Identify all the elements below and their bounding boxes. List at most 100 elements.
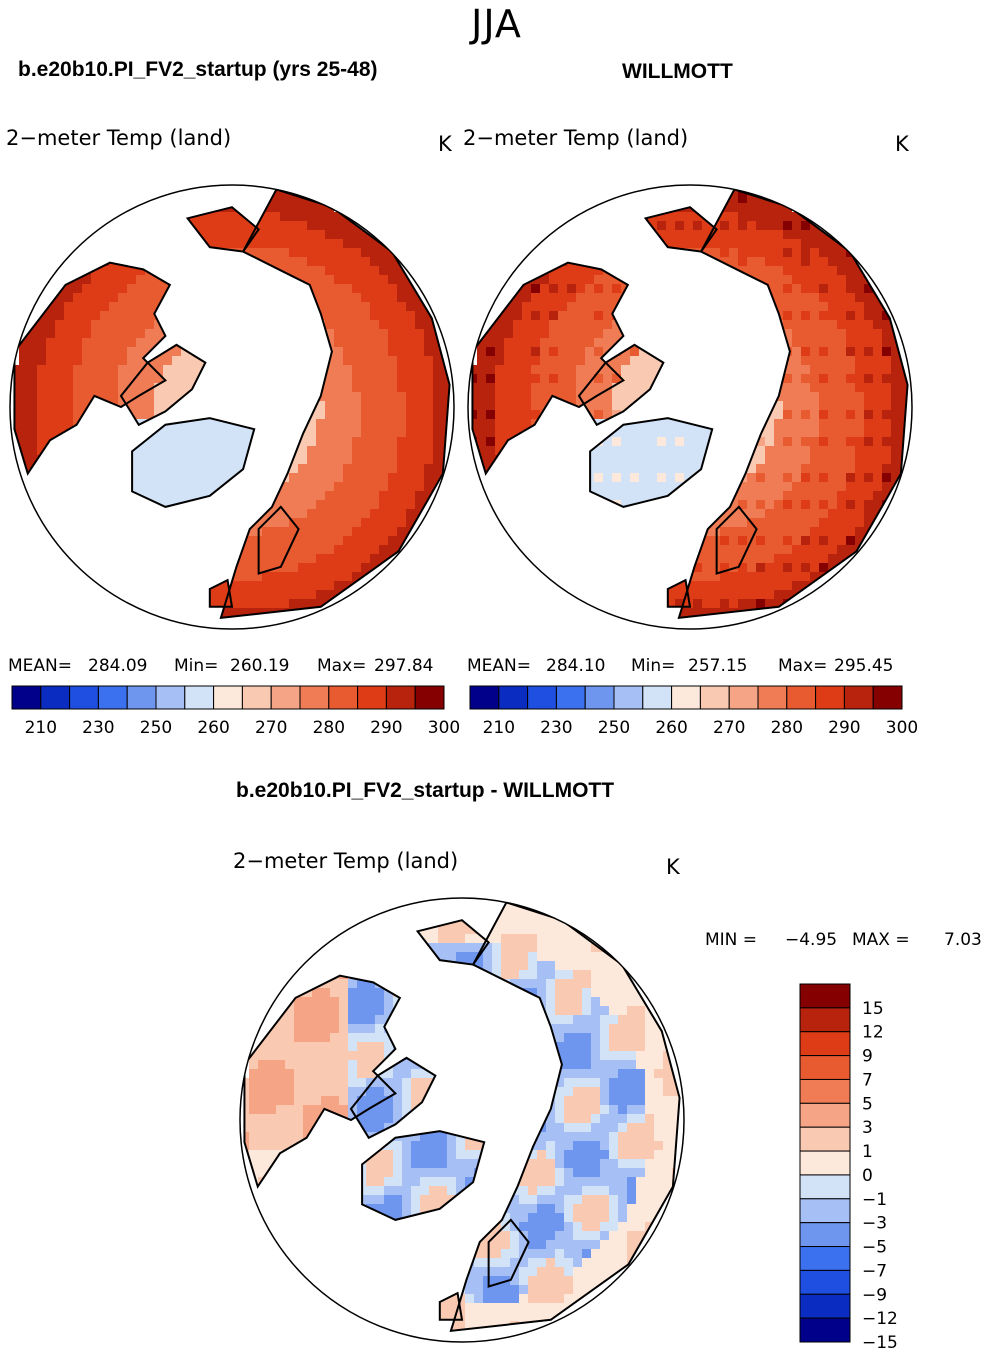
grid-cell: [801, 419, 810, 428]
grid-cell: [100, 518, 109, 527]
grid-cell: [819, 239, 828, 248]
grid-cell: [402, 1123, 411, 1132]
grid-cell: [307, 527, 316, 536]
grid-cell: [393, 1222, 402, 1231]
grid-cell: [46, 419, 55, 428]
grid-cell: [330, 997, 339, 1006]
grid-cell: [810, 311, 819, 320]
grid-cell: [429, 1042, 438, 1051]
grid-cell: [280, 428, 289, 437]
grid-cell: [226, 446, 235, 455]
grid-cell: [891, 473, 900, 482]
grid-cell: [208, 293, 217, 302]
grid-cell: [280, 590, 289, 599]
grid-cell: [276, 997, 285, 1006]
grid-cell: [217, 473, 226, 482]
grid-cell: [361, 383, 370, 392]
grid-cell: [747, 464, 756, 473]
grid-cell: [837, 257, 846, 266]
grid-cell: [348, 1141, 357, 1150]
grid-cell: [738, 410, 747, 419]
grid-cell: [415, 491, 424, 500]
grid-cell: [285, 1015, 294, 1024]
grid-cell: [846, 491, 855, 500]
grid-cell: [648, 518, 657, 527]
grid-cell: [447, 1033, 456, 1042]
grid-cell: [576, 437, 585, 446]
grid-cell: [486, 446, 495, 455]
grid-cell: [366, 1195, 375, 1204]
grid-cell: [271, 545, 280, 554]
grid-cell: [109, 437, 118, 446]
grid-cell: [801, 473, 810, 482]
grid-cell: [406, 518, 415, 527]
grid-cell: [118, 527, 127, 536]
grid-cell: [352, 356, 361, 365]
grid-cell: [235, 230, 244, 239]
grid-cell: [657, 383, 666, 392]
grid-cell: [433, 410, 442, 419]
grid-cell: [294, 1249, 303, 1258]
grid-cell: [235, 189, 244, 194]
grid-cell: [226, 509, 235, 518]
grid-cell: [447, 907, 456, 916]
grid-cell: [271, 599, 280, 608]
grid-cell: [127, 356, 136, 365]
grid-cell: [747, 410, 756, 419]
grid-cell: [783, 545, 792, 554]
grid-cell: [756, 455, 765, 464]
grid-cell: [702, 536, 711, 545]
grid-cell: [630, 248, 639, 257]
grid-cell: [415, 374, 424, 383]
grid-cell: [567, 473, 576, 482]
grid-cell: [873, 446, 882, 455]
grid-cell: [576, 302, 585, 311]
grid-cell: [675, 491, 684, 500]
grid-cell: [267, 1204, 276, 1213]
grid-cell: [370, 248, 379, 257]
grid-cell: [199, 473, 208, 482]
grid-cell: [415, 446, 424, 455]
grid-cell: [64, 473, 73, 482]
grid-cell: [393, 1231, 402, 1240]
grid-cell: [388, 266, 397, 275]
grid-cell: [729, 248, 738, 257]
grid-cell: [109, 518, 118, 527]
grid-cell: [648, 374, 657, 383]
grid-cell: [442, 482, 450, 491]
grid-cell: [366, 1240, 375, 1249]
grid-cell: [249, 1159, 258, 1168]
grid-cell: [388, 527, 397, 536]
grid-cell: [765, 257, 774, 266]
grid-cell: [303, 1096, 312, 1105]
grid-cell: [249, 1114, 258, 1123]
grid-cell: [388, 491, 397, 500]
grid-cell: [298, 455, 307, 464]
grid-cell: [522, 536, 531, 545]
grid-cell: [334, 545, 343, 554]
grid-cell: [558, 473, 567, 482]
grid-cell: [756, 230, 765, 239]
grid-cell: [361, 482, 370, 491]
grid-cell: [747, 329, 756, 338]
grid-cell: [361, 311, 370, 320]
grid-cell: [873, 401, 882, 410]
grid-cell: [271, 383, 280, 392]
grid-cell: [181, 284, 190, 293]
grid-cell: [594, 392, 603, 401]
grid-cell: [402, 1177, 411, 1186]
grid-cell: [199, 599, 208, 608]
grid-cell: [73, 293, 82, 302]
grid-cell: [285, 1150, 294, 1159]
grid-cell: [648, 572, 657, 581]
grid-cell: [420, 1258, 429, 1267]
grid-cell: [657, 302, 666, 311]
grid-cell: [393, 934, 402, 943]
grid-cell: [181, 518, 190, 527]
grid-cell: [370, 437, 379, 446]
grid-cell: [172, 473, 181, 482]
grid-cell: [190, 401, 199, 410]
grid-cell: [558, 437, 567, 446]
grid-cell: [864, 464, 873, 473]
grid-cell: [253, 527, 262, 536]
